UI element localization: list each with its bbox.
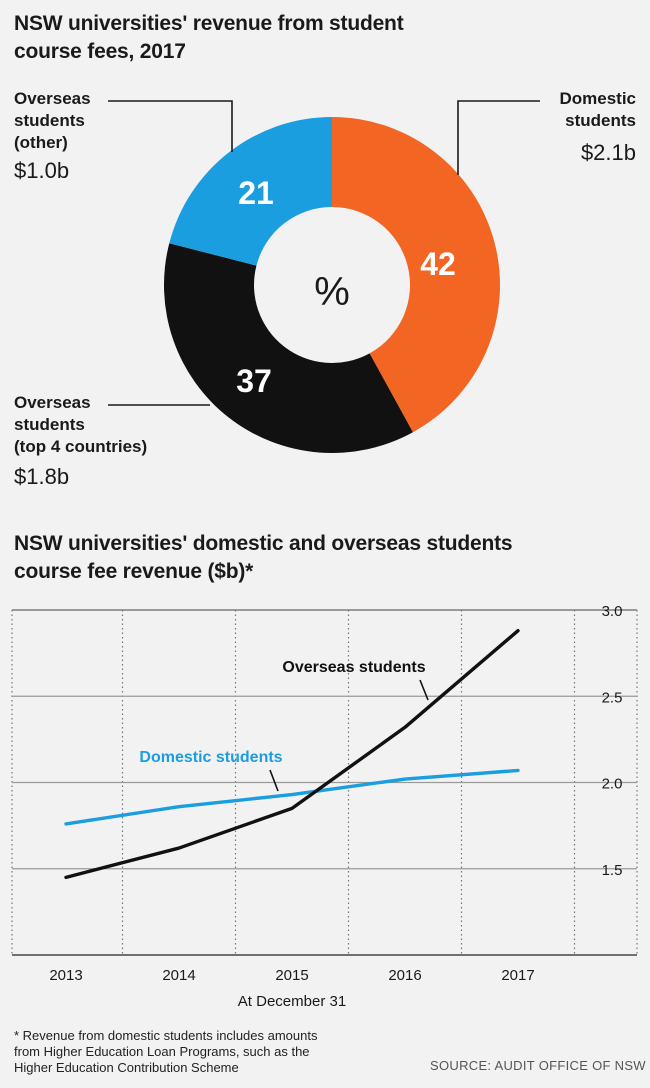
footnote-line1: * Revenue from domestic students include… [14,1028,318,1043]
line-chart: 2013 2014 2015 2016 2017 3.0 2.5 2.0 1.5 At Dec… [11,603,638,1010]
line-grid [11,609,638,956]
label-domestic-line2: students [565,111,636,130]
y-tick-label: 2.0 [602,776,623,793]
donut-chart: % 42 37 21 [108,100,540,454]
label-top4-line3: (top 4 countries) [14,437,148,456]
line-title-line2: course fee revenue ($b)* [14,560,254,583]
donut-center-label: % [314,270,350,314]
donut-title-line2: course fees, 2017 [14,40,186,63]
slice-value-domestic: 42 [420,246,456,282]
label-other-line2: students [14,111,85,130]
donut-slice-domestic [332,117,501,433]
y-tick-label: 3.0 [602,603,623,620]
label-top4-amount: $1.8b [14,464,70,489]
donut-title-line1: NSW universities' revenue from student [14,12,404,35]
label-other-line1: Overseas [14,89,91,108]
label-top4-line2: students [14,415,85,434]
series-label-domestic: Domestic students [139,749,282,766]
y-tick-label: 2.5 [602,689,623,706]
leader-line-other [108,100,233,152]
line-series [64,629,520,880]
donut-slices [164,116,501,454]
callout-line-domestic [269,769,279,792]
x-tick-label: 2014 [162,967,195,984]
x-tick-label: 2017 [501,967,534,984]
footnote-line2: from Higher Education Loan Programs, suc… [14,1044,310,1059]
label-other-line3: (other) [14,133,68,152]
label-top4-line1: Overseas [14,393,91,412]
line-y-ticks: 3.0 2.5 2.0 1.5 [602,603,623,879]
series-line-overseas [64,629,520,880]
y-tick-label: 1.5 [602,862,623,879]
label-overseas-top4: Overseas students (top 4 countries) $1.8… [14,392,147,490]
callout-line-overseas [419,679,429,701]
line-x-ticks: 2013 2014 2015 2016 2017 [49,967,534,984]
x-tick-label: 2016 [388,967,421,984]
donut-slice-top4 [164,243,413,454]
donut-title: NSW universities' revenue from student c… [14,10,404,66]
source-note: SOURCE: AUDIT OFFICE OF NSW [430,1058,646,1073]
donut-slice-other [169,116,332,266]
line-title-line1: NSW universities' domestic and overseas … [14,532,513,555]
x-tick-label: 2013 [49,967,82,984]
label-other-amount: $1.0b [14,158,70,183]
label-domestic-amount: $2.1b [580,140,636,165]
footnote-line3: Higher Education Contribution Scheme [14,1060,239,1075]
label-overseas-other: Overseas students (other) $1.0b [14,88,91,184]
label-domestic-line1: Domestic [559,89,636,108]
x-tick-label: 2015 [275,967,308,984]
series-line-domestic [64,768,520,826]
leader-line-domestic [457,100,540,175]
slice-value-top4: 37 [236,363,272,399]
slice-value-other: 21 [238,175,274,211]
series-label-overseas: Overseas students [282,659,425,676]
line-title: NSW universities' domestic and overseas … [14,530,513,586]
footnote: * Revenue from domestic students include… [14,1028,318,1076]
label-domestic: Domestic students $2.1b [559,88,636,166]
x-axis-label: At December 31 [238,993,346,1010]
